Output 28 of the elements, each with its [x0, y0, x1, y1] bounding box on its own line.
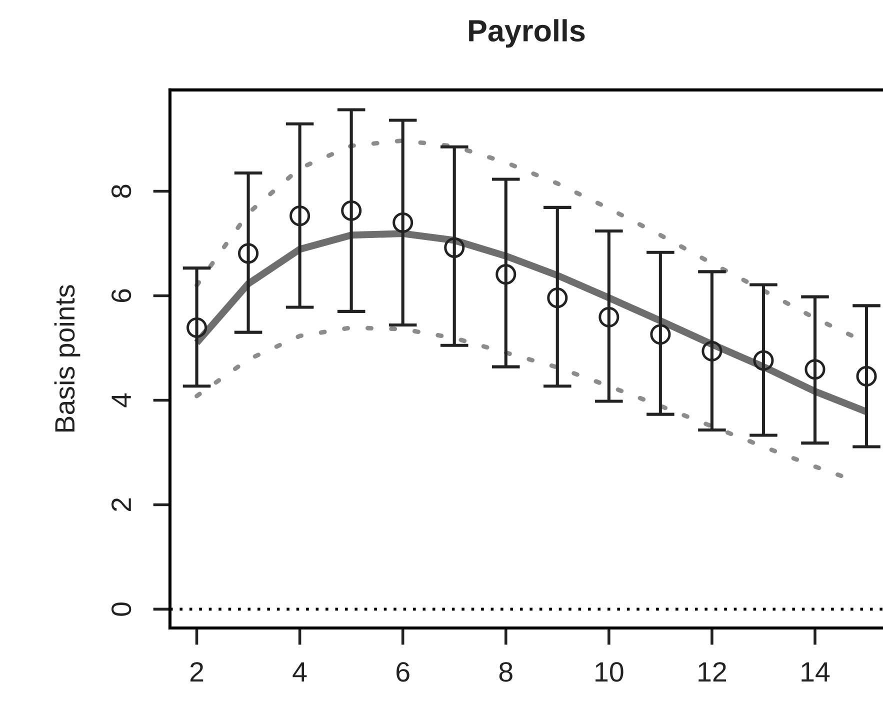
point — [702, 340, 722, 362]
x-tick-label: 10 — [596, 662, 624, 682]
x-tick-label: 6 — [396, 662, 410, 682]
x-tick-label: 2 — [190, 662, 204, 682]
y-tick-label: 0 — [111, 602, 132, 616]
y-tick-label: 2 — [111, 498, 131, 512]
y-tick-label: 4 — [112, 393, 131, 408]
point — [392, 212, 414, 233]
y-tick-label: 6 — [111, 289, 132, 302]
x-tick-label: 12 — [698, 662, 726, 682]
y-tick-label: 8 — [111, 184, 132, 198]
point — [753, 350, 774, 371]
x-tick-label: 14 — [802, 662, 830, 682]
y-axis-title: Basis points — [54, 285, 80, 432]
point — [444, 237, 465, 258]
point — [650, 324, 671, 345]
point — [341, 200, 362, 221]
point — [238, 243, 259, 264]
point — [496, 264, 516, 285]
point — [290, 206, 310, 226]
x-tick-label: 4 — [292, 662, 307, 682]
point — [186, 317, 208, 338]
point — [547, 288, 568, 308]
point — [804, 359, 826, 380]
point — [856, 366, 877, 386]
point — [598, 306, 620, 328]
chart-title: Payrolls — [469, 19, 585, 48]
x-tick-label: 8 — [499, 662, 512, 682]
